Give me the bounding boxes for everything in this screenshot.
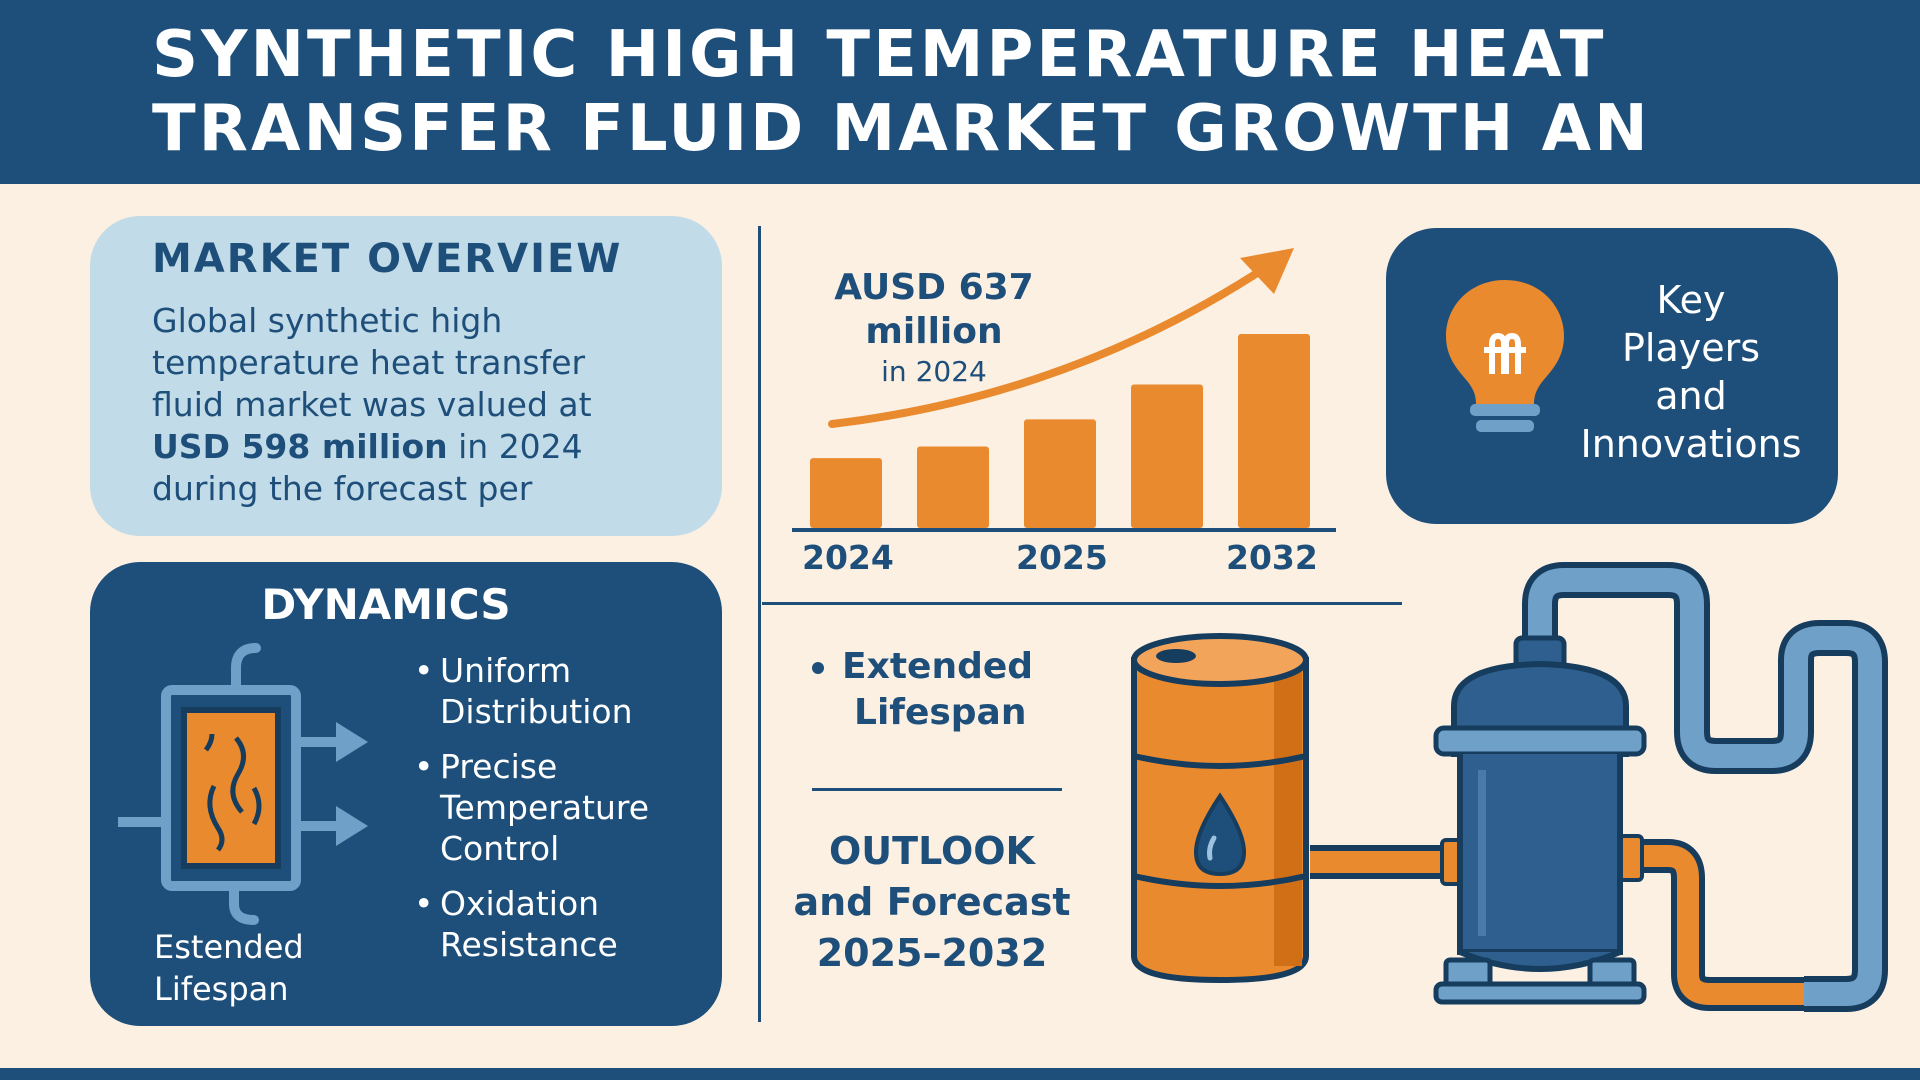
dynamics-item: Precise Temperature Control [410,746,720,869]
chart-bar [1131,384,1203,528]
key-players-text: Key Players and Innovations [1556,276,1826,468]
chart-annotation-value: AUSD 637 million [834,267,1034,352]
overview-line-4: USD 598 million in 2024 [152,426,712,468]
horizontal-divider [762,602,1402,605]
header-banner: SYNTHETIC HIGH TEMPERATURE HEAT TRANSFER… [0,0,1920,184]
players-line: Players [1621,326,1761,370]
bullet-dot [812,662,824,674]
dynamics-caption-line-1: Estended [154,928,304,966]
dynamics-list: Uniform Distribution Precise Temperature… [410,650,720,979]
dynamics-item: Uniform Distribution [410,650,720,732]
tick-label: 2024 [802,538,894,577]
chart-annotation: AUSD 637 million in 2024 [824,266,1044,390]
dynamics-heading: DYNAMICS [261,580,511,629]
chart-bar [810,458,882,528]
vertical-divider [758,226,761,1022]
chart-annotation-year: in 2024 [881,355,987,388]
heat-exchanger-icon [118,643,368,925]
outlook-line-3: 2025–2032 [816,931,1048,975]
outlook-block: OUTLOOK and Forecast 2025–2032 [782,826,1082,979]
growth-bar-chart [792,248,1336,532]
title-line-1: SYNTHETIC HIGH TEMPERATURE HEAT [152,18,1607,92]
market-overview-card: MARKET OVERVIEW Global synthetic high te… [90,216,722,536]
market-overview-text: Global synthetic high temperature heat t… [152,300,712,510]
chart-bar [1024,419,1096,528]
lightbulb-icon [1446,280,1564,432]
overview-value: USD 598 million [152,427,448,466]
dynamics-caption: Estended Lifespan [154,926,304,1010]
dynamics-caption-line-2: Lifespan [154,970,289,1008]
outlook-line-2: and Forecast [793,880,1071,924]
section-separator [812,788,1062,791]
oil-barrel-icon [1131,633,1309,984]
dynamics-card: DYNAMICS Uniform Distribution Precise Te… [90,562,722,1026]
chart-bar [1238,334,1310,528]
players-line: Key [1656,278,1726,322]
title-line-2: TRANSFER FLUID MARKET GROWTH AN [152,92,1651,166]
tick-label: 2032 [1226,538,1318,577]
market-overview-heading: MARKET OVERVIEW [152,236,623,282]
feature-line-1: Extended [842,646,1034,687]
trend-arrow-line [828,262,1272,428]
overview-line-2: temperature heat transfer [152,343,586,382]
players-line: and [1655,374,1727,418]
footer-bar [0,1068,1920,1080]
overview-line-1: Global synthetic high [152,301,503,340]
page-title: SYNTHETIC HIGH TEMPERATURE HEAT TRANSFER… [152,18,1892,166]
equipment-illustration [1131,562,1888,1012]
dynamics-item: Oxidation Resistance [410,883,720,965]
overview-line-3: fluid market was valued at [152,385,592,424]
overview-value-suffix: in 2024 [447,427,583,466]
chart-bar [917,446,989,528]
overview-line-5: during the forecast per [152,469,533,508]
feature-line-2: Lifespan [854,692,1027,733]
storage-tank-icon [1433,635,1647,1005]
players-line: Innovations [1580,422,1802,466]
key-players-card: Key Players and Innovations [1386,228,1838,524]
tick-label: 2025 [1016,538,1108,577]
extended-lifespan-bullet: Extended Lifespan [812,644,1033,736]
outlook-line-1: OUTLOOK [829,829,1035,873]
trend-arrow-head [1240,248,1294,294]
piping [1310,562,1888,1012]
